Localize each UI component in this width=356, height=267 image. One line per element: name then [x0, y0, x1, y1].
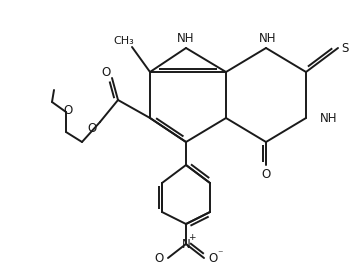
Text: O: O [87, 123, 96, 135]
Text: S: S [341, 41, 349, 54]
Text: N: N [182, 238, 190, 250]
Text: +: + [188, 234, 196, 242]
Text: CH₃: CH₃ [114, 36, 134, 46]
Text: ⁻: ⁻ [217, 249, 223, 259]
Text: O: O [261, 168, 271, 182]
Text: O: O [155, 253, 164, 265]
Text: O: O [208, 253, 218, 265]
Text: NH: NH [320, 112, 337, 124]
Text: O: O [63, 104, 73, 117]
Text: NH: NH [177, 33, 195, 45]
Text: O: O [101, 66, 111, 80]
Text: NH: NH [259, 33, 277, 45]
